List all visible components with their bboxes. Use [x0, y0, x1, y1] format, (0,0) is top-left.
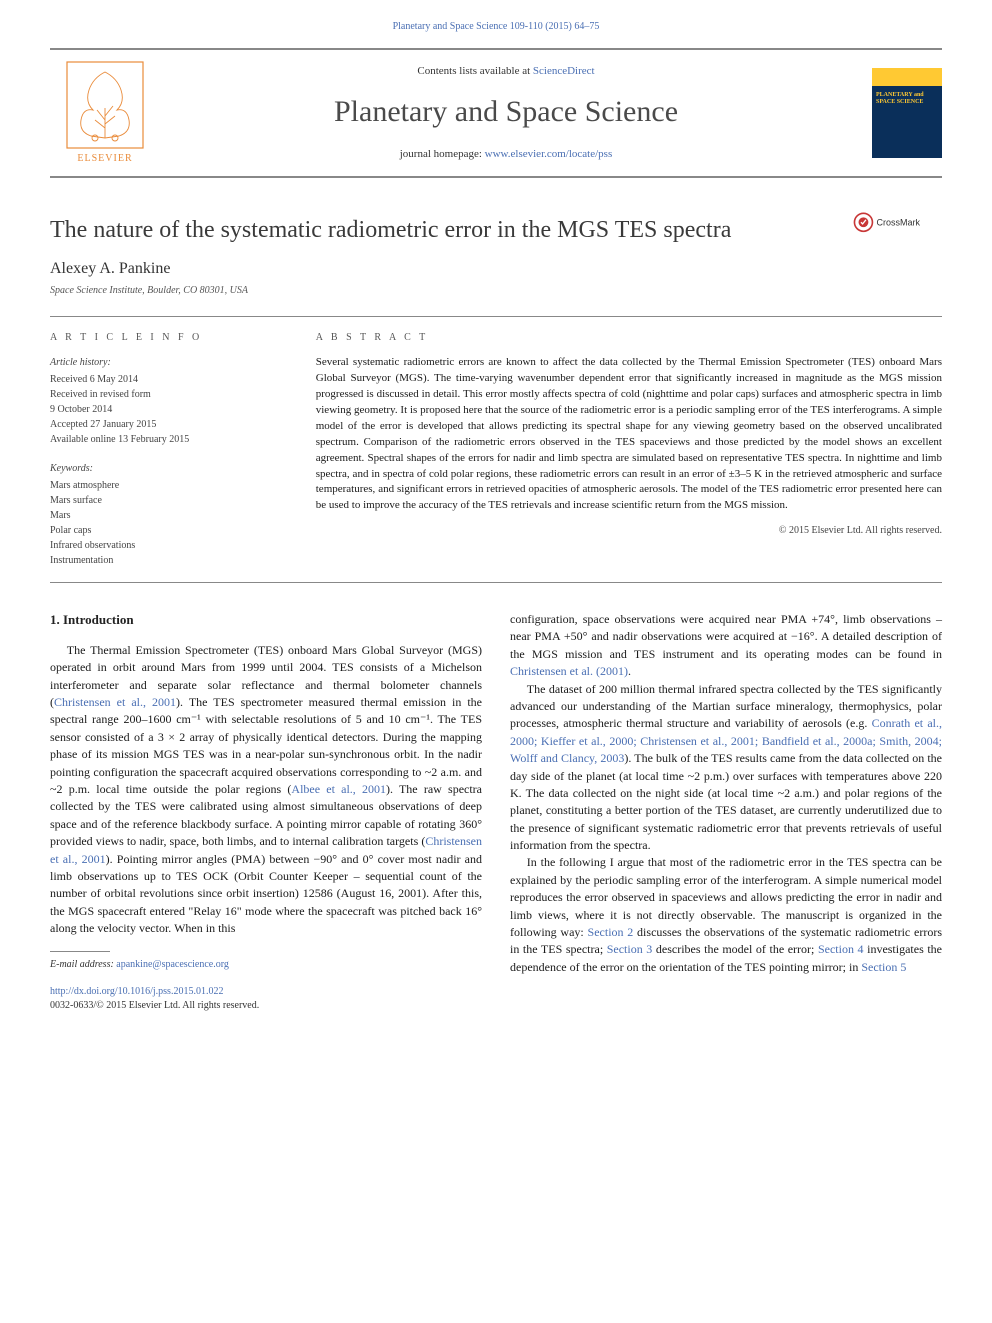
journal-title: Planetary and Space Science: [160, 91, 852, 133]
contents-prefix: Contents lists available at: [417, 65, 532, 77]
corresponding-email: E-mail address: apankine@spacescience.or…: [50, 958, 482, 973]
crossmark-badge[interactable]: CrossMark: [852, 210, 942, 235]
svg-text:CrossMark: CrossMark: [877, 218, 921, 228]
section-heading-intro: 1. Introduction: [50, 611, 482, 630]
doi-link[interactable]: http://dx.doi.org/10.1016/j.pss.2015.01.…: [50, 986, 223, 997]
keyword: Instrumentation: [50, 553, 284, 568]
journal-cover-block: PLANETARY and SPACE SCIENCE: [852, 68, 942, 158]
keywords-block: Keywords: Mars atmosphere Mars surface M…: [50, 461, 284, 568]
citation-link[interactable]: Christensen et al., 2001: [54, 695, 176, 709]
article-meta-row: A R T I C L E I N F O Article history: R…: [50, 316, 942, 583]
email-link[interactable]: apankine@spacescience.org: [116, 959, 229, 970]
homepage-link[interactable]: www.elsevier.com/locate/pss: [485, 148, 613, 160]
keyword: Mars atmosphere: [50, 478, 284, 493]
abstract-text: Several systematic radiometric errors ar…: [316, 355, 942, 514]
article-history: Article history: Received 6 May 2014 Rec…: [50, 355, 284, 447]
history-title: Article history:: [50, 355, 284, 370]
keyword: Polar caps: [50, 523, 284, 538]
section-link[interactable]: Section 4: [818, 942, 864, 956]
abstract-block: A B S T R A C T Several systematic radio…: [300, 317, 942, 582]
cover-title: PLANETARY and SPACE SCIENCE: [876, 92, 938, 105]
keyword: Mars surface: [50, 493, 284, 508]
citation-link[interactable]: Christensen et al. (2001): [510, 664, 628, 678]
abstract-heading: A B S T R A C T: [316, 331, 942, 345]
article-title: The nature of the systematic radiometric…: [50, 214, 942, 248]
sciencedirect-link[interactable]: ScienceDirect: [533, 65, 595, 77]
history-revised-line1: Received in revised form: [50, 387, 284, 402]
body-text: configuration, space observations were a…: [510, 612, 942, 661]
keywords-title: Keywords:: [50, 461, 284, 476]
body-paragraph: The dataset of 200 million thermal infra…: [510, 681, 942, 855]
doi-block: http://dx.doi.org/10.1016/j.pss.2015.01.…: [50, 985, 482, 1014]
body-paragraph: configuration, space observations were a…: [510, 611, 942, 681]
history-accepted: Accepted 27 January 2015: [50, 417, 284, 432]
footnote-rule: [50, 951, 110, 952]
article-info-block: A R T I C L E I N F O Article history: R…: [50, 317, 300, 582]
journal-cover-icon: PLANETARY and SPACE SCIENCE: [872, 68, 942, 158]
email-label: E-mail address:: [50, 959, 116, 970]
history-online: Available online 13 February 2015: [50, 432, 284, 447]
body-text: ). The TES spectrometer measured thermal…: [50, 695, 482, 796]
body-text: .: [628, 664, 631, 678]
body-text: ). The bulk of the TES results came from…: [510, 751, 942, 852]
elsevier-tree-icon: [65, 60, 145, 150]
section-link[interactable]: Section 3: [607, 942, 653, 956]
journal-masthead: ELSEVIER Contents lists available at Sci…: [50, 48, 942, 178]
history-revised-line2: 9 October 2014: [50, 402, 284, 417]
running-header: Planetary and Space Science 109-110 (201…: [50, 20, 942, 34]
publisher-block: ELSEVIER: [50, 60, 160, 166]
article-info-heading: A R T I C L E I N F O: [50, 331, 284, 345]
contents-line: Contents lists available at ScienceDirec…: [160, 64, 852, 79]
section-link[interactable]: Section 2: [588, 925, 634, 939]
section-link[interactable]: Section 5: [861, 960, 906, 974]
history-received: Received 6 May 2014: [50, 372, 284, 387]
abstract-copyright: © 2015 Elsevier Ltd. All rights reserved…: [316, 524, 942, 538]
body-paragraph: The Thermal Emission Spectrometer (TES) …: [50, 642, 482, 938]
article-body: 1. Introduction The Thermal Emission Spe…: [50, 611, 942, 1014]
body-text: describes the model of the error;: [652, 942, 818, 956]
citation-link[interactable]: Albee et al., 2001: [291, 782, 386, 796]
author-name: Alexey A. Pankine: [50, 258, 942, 280]
homepage-line: journal homepage: www.elsevier.com/locat…: [160, 147, 852, 162]
author-affiliation: Space Science Institute, Boulder, CO 803…: [50, 284, 942, 298]
issn-copyright: 0032-0633/© 2015 Elsevier Ltd. All right…: [50, 1000, 259, 1011]
keyword: Mars: [50, 508, 284, 523]
homepage-prefix: journal homepage:: [400, 148, 485, 160]
keyword: Infrared observations: [50, 538, 284, 553]
publisher-name: ELSEVIER: [77, 152, 132, 166]
masthead-center: Contents lists available at ScienceDirec…: [160, 64, 852, 163]
body-text: ). Pointing mirror angles (PMA) between …: [50, 852, 482, 936]
body-paragraph: In the following I argue that most of th…: [510, 854, 942, 976]
